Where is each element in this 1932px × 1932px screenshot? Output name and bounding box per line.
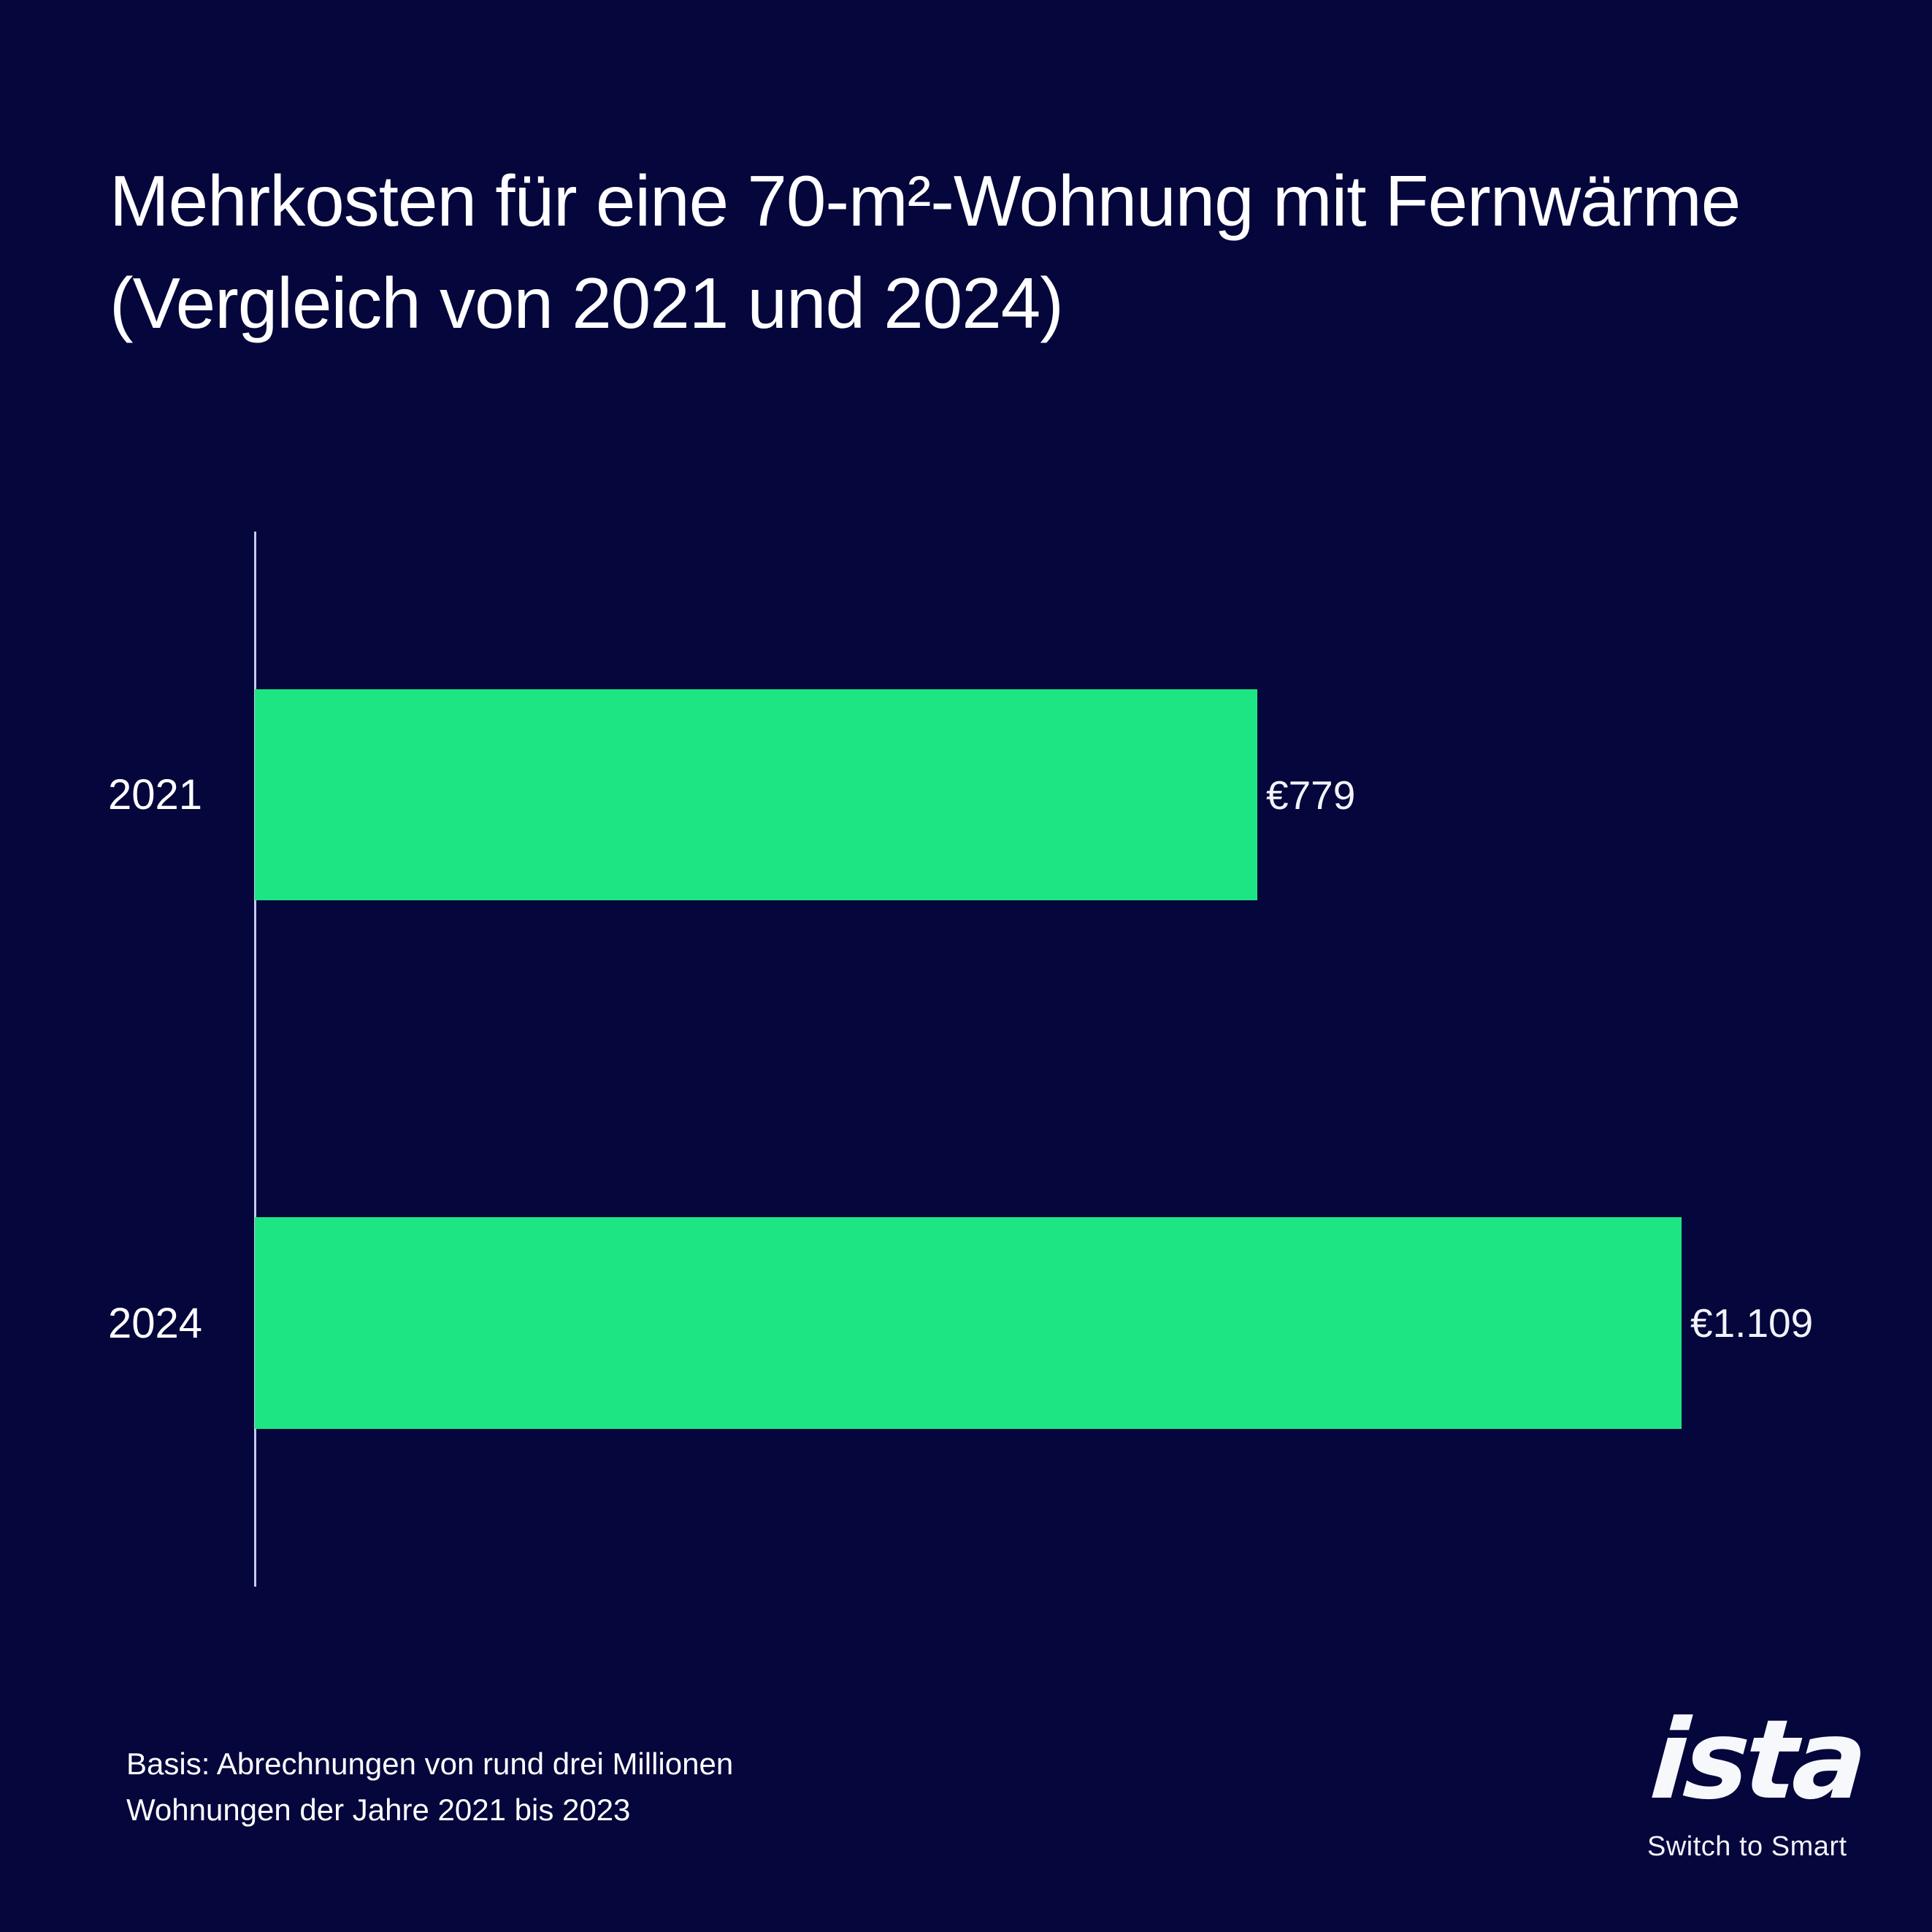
source-note-line2: Wohnungen der Jahre 2021 bis 2023 xyxy=(126,1793,631,1827)
source-note: Basis: Abrechnungen von rund drei Millio… xyxy=(126,1741,733,1833)
value-label-2021: €779 xyxy=(1266,772,1356,818)
bar-row-2024: 2024 €1.109 xyxy=(0,1217,1932,1429)
category-label-2024: 2024 xyxy=(108,1299,203,1347)
ista-tagline: Switch to Smart xyxy=(1647,1831,1847,1862)
bar-2024 xyxy=(255,1217,1682,1429)
bar-2021 xyxy=(255,689,1257,900)
ista-wordmark: ista xyxy=(1647,1697,1867,1824)
chart-title-line2: (Vergleich von 2021 und 2024) xyxy=(110,263,1064,343)
y-axis-line xyxy=(254,532,256,1587)
chart-title-line1: Mehrkosten für eine 70-m²-Wohnung mit Fe… xyxy=(110,161,1741,241)
bar-row-2021: 2021 €779 xyxy=(0,689,1932,900)
ista-logo: ista Switch to Smart xyxy=(1647,1697,1867,1863)
category-label-2021: 2021 xyxy=(108,771,203,819)
chart-title: Mehrkosten für eine 70-m²-Wohnung mit Fe… xyxy=(110,150,1741,354)
value-label-2024: €1.109 xyxy=(1690,1300,1814,1346)
source-note-line1: Basis: Abrechnungen von rund drei Millio… xyxy=(126,1747,734,1781)
